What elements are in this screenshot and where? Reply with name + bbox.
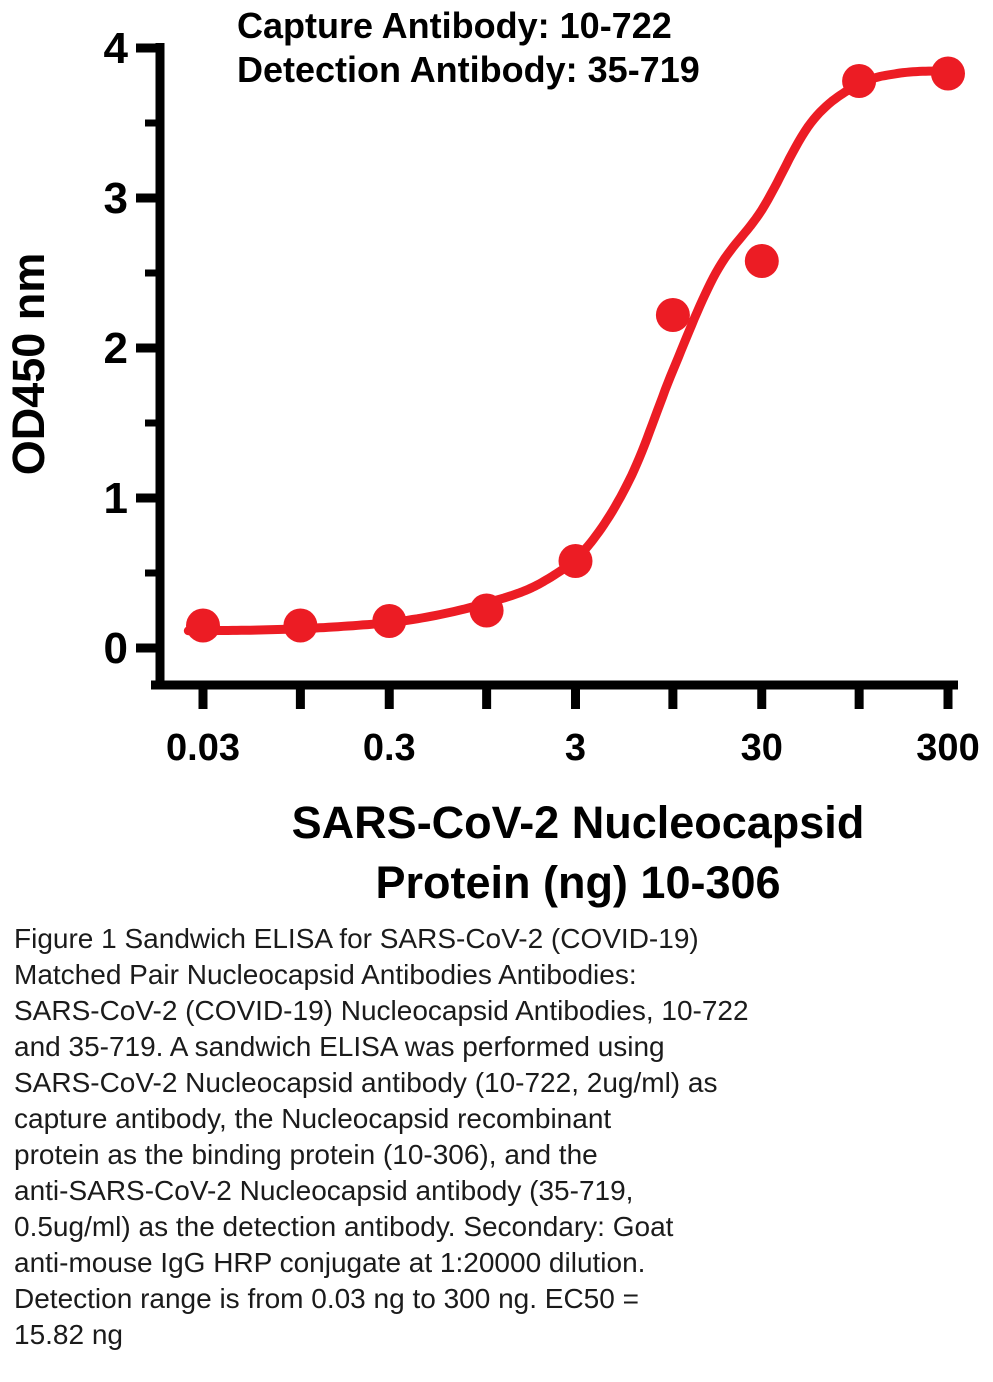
data-points — [186, 56, 965, 643]
y-axis-title: OD450 nm — [3, 253, 54, 476]
caption-line: anti-mouse IgG HRP conjugate at 1:20000 … — [14, 1247, 646, 1278]
caption-line: Figure 1 Sandwich ELISA for SARS-CoV-2 (… — [14, 923, 699, 954]
data-point — [744, 244, 779, 278]
axes — [136, 43, 958, 709]
chart-title-line1: Capture Antibody: 10-722 — [237, 5, 672, 46]
x-axis-title-line2: Protein (ng) 10-306 — [375, 857, 780, 908]
data-point — [372, 604, 407, 638]
x-tick-label: 300 — [916, 727, 979, 769]
caption-line: and 35-719. A sandwich ELISA was perform… — [14, 1031, 665, 1062]
x-tick-label: 0.03 — [166, 727, 240, 769]
caption-line: 0.5ug/ml) as the detection antibody. Sec… — [14, 1211, 674, 1242]
elisa-chart: Capture Antibody: 10-722 Detection Antib… — [3, 5, 980, 908]
caption-line: capture antibody, the Nucleocapsid recom… — [14, 1103, 612, 1134]
caption-line: Matched Pair Nucleocapsid Antibodies Ant… — [14, 959, 637, 990]
data-point — [655, 298, 690, 332]
data-point — [186, 608, 220, 643]
y-tick-label: 0 — [104, 624, 128, 673]
y-tick-label: 4 — [104, 24, 129, 73]
figure-caption: Figure 1 Sandwich ELISA for SARS-CoV-2 (… — [0, 913, 993, 1353]
x-tick-label: 3 — [565, 727, 586, 769]
y-tick-labels: 0 1 2 3 4 — [104, 24, 129, 673]
data-point — [931, 56, 965, 91]
y-tick-label: 2 — [104, 324, 128, 373]
data-point — [469, 593, 504, 628]
caption-line: protein as the binding protein (10-306),… — [14, 1139, 598, 1170]
data-point — [283, 608, 318, 643]
fit-curve — [183, 66, 953, 636]
x-tick-label: 0.3 — [363, 727, 416, 769]
caption-line: SARS-CoV-2 Nucleocapsid antibody (10-722… — [14, 1067, 718, 1098]
y-tick-label: 3 — [104, 174, 128, 223]
x-tick-label: 30 — [741, 727, 783, 769]
caption-line: SARS-CoV-2 (COVID-19) Nucleocapsid Antib… — [14, 995, 749, 1026]
data-point — [558, 544, 593, 578]
y-tick-label: 1 — [104, 474, 128, 523]
elisa-figure: Capture Antibody: 10-722 Detection Antib… — [0, 5, 993, 1353]
caption-line: 15.82 ng — [14, 1319, 123, 1350]
data-point — [842, 64, 877, 98]
chart-title-line2: Detection Antibody: 35-719 — [237, 49, 700, 90]
caption-line: anti-SARS-CoV-2 Nucleocapsid antibody (3… — [14, 1175, 634, 1206]
x-axis-title-line1: SARS-CoV-2 Nucleocapsid — [292, 797, 865, 848]
x-tick-labels: 0.03 0.3 3 30 300 — [166, 727, 980, 769]
caption-line: Detection range is from 0.03 ng to 300 n… — [14, 1283, 639, 1314]
